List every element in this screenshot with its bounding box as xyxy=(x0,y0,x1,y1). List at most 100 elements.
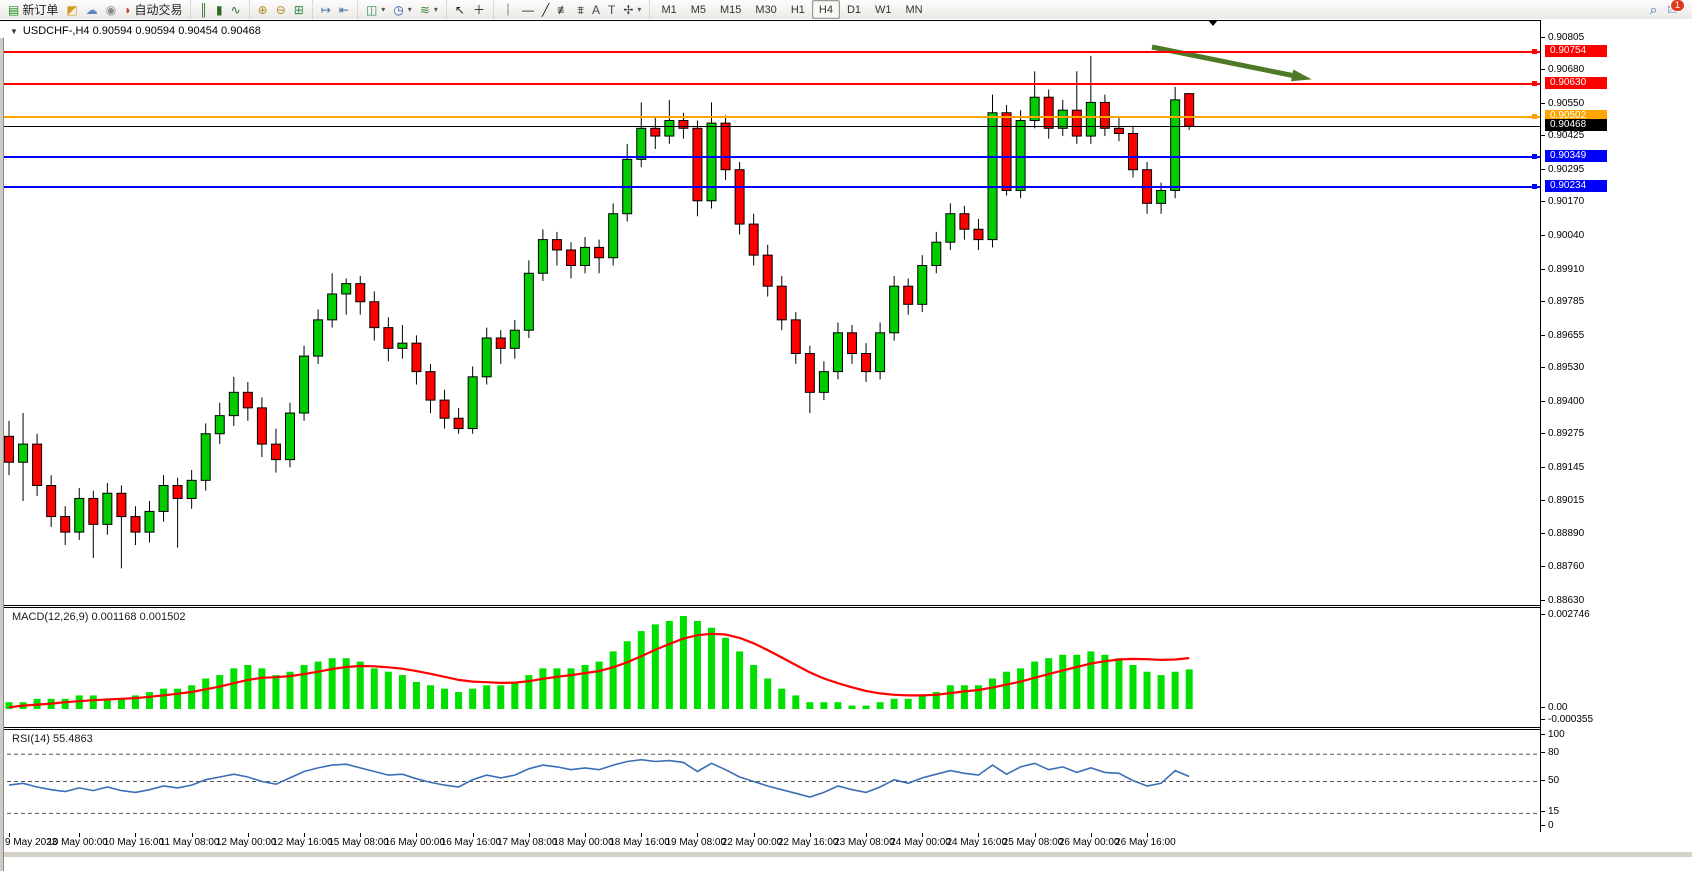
time-axis-label: 24 May 00:00 xyxy=(890,837,951,848)
line-drag-handle[interactable] xyxy=(1532,49,1537,54)
channel-button[interactable]: ⩨ xyxy=(573,1,588,18)
broadcast-button[interactable]: ◉ xyxy=(102,1,120,18)
period-button-m1[interactable]: M1 xyxy=(661,3,677,16)
line-drag-handle[interactable] xyxy=(1532,81,1537,86)
macd-axis-tick: 0.002746 xyxy=(1541,609,1692,620)
rsi-axis-tick: 0 xyxy=(1541,820,1692,831)
macd-pane[interactable]: MACD(12,26,9) 0.001168 0.001502 xyxy=(0,607,1540,728)
level-line-bar xyxy=(0,186,1540,188)
autotrading-button-label: 自动交易 xyxy=(134,3,183,17)
zoom-out-button[interactable]: ⊖ xyxy=(272,1,290,18)
price-axis-tick: 0.89530 xyxy=(1541,362,1692,373)
line-drag-handle[interactable] xyxy=(1532,114,1537,119)
price-axis-tick: 0.90805 xyxy=(1541,32,1692,43)
time-axis-label: 16 May 00:00 xyxy=(384,837,446,848)
tile-windows-icon: ⊞ xyxy=(293,2,304,17)
price-axis-tick: 0.90295 xyxy=(1541,164,1692,175)
candlestick-chart-button[interactable]: ▮ xyxy=(212,1,227,18)
time-axis-label: 17 May 08:00 xyxy=(496,837,558,848)
toolbar-group: ║ ▮ ∿ xyxy=(190,0,248,19)
cursor-button[interactable]: ↖ xyxy=(451,1,469,18)
time-axis-tick xyxy=(922,833,924,837)
macd-axis-tick: -0.000355 xyxy=(1541,714,1692,725)
time-axis-label: 15 May 08:00 xyxy=(328,837,389,848)
new-order-button[interactable]: ▤ 新订单 xyxy=(4,1,62,18)
rsi-plot[interactable] xyxy=(0,730,1540,833)
rsi-pane[interactable]: RSI(14) 55.4863 xyxy=(0,729,1540,834)
line-chart-button[interactable]: ∿ xyxy=(227,1,245,18)
trendline-button[interactable]: ╱ xyxy=(538,1,553,18)
toolbar-group: ◫ ▾ ◷ ▾ ≋ ▾ xyxy=(356,0,446,19)
horizontal-line-button[interactable]: — xyxy=(518,1,538,18)
search-icon: ⌕ xyxy=(1649,1,1658,17)
chart-window: ▼ USDCHF-,H4 0.90594 0.90594 0.90454 0.9… xyxy=(0,19,1692,871)
macd-plot[interactable] xyxy=(0,608,1540,727)
period-button-h4[interactable]: H4 xyxy=(811,0,840,19)
time-axis-tick xyxy=(416,833,418,837)
rsi-axis-tick: 80 xyxy=(1541,747,1692,758)
zoom-in-button[interactable]: ⊕ xyxy=(254,1,272,18)
bar-chart-button[interactable]: ║ xyxy=(195,1,212,18)
search-icon[interactable]: ⌕ xyxy=(1650,3,1657,17)
fibonacci-button[interactable]: ≢ xyxy=(553,1,573,18)
chat-icon[interactable]: ✉1 xyxy=(1667,0,1685,17)
toolbar: ▤ 新订单 ◩ ☁ ◉ ◗ 自动交易 ║ ▮ ∿ ⊕ ⊖ ⊞ ↦ ⇤ ◫ ▾ ◷ ▾ ≋ ▾ ↖ ＋｜ — ╱ ≢ ⩨ A T ✢ ▾ M1 M… xyxy=(0,0,1692,20)
chevron-down-icon[interactable]: ▼ xyxy=(10,26,18,36)
time-axis-tick xyxy=(1090,833,1092,837)
line-drag-handle[interactable] xyxy=(1532,184,1537,189)
toolbar-group: ↖ ＋ xyxy=(445,0,493,19)
period-button-w1[interactable]: W1 xyxy=(875,3,892,16)
zoom-in-icon: ⊕ xyxy=(257,2,268,17)
level-line-bar xyxy=(0,116,1540,118)
price-axis-tick: 0.88630 xyxy=(1541,595,1692,606)
vertical-line-button[interactable]: ｜ xyxy=(498,1,518,18)
period-button-mn[interactable]: MN xyxy=(905,3,923,16)
profile-button[interactable]: ☁ xyxy=(82,1,102,18)
period-button-d1[interactable]: D1 xyxy=(846,3,861,16)
period-button-h1[interactable]: H1 xyxy=(790,3,805,16)
toolbar-group: ▤ 新订单 ◩ ☁ ◉ ◗ 自动交易 xyxy=(0,0,190,19)
time-axis-label: 10 May 16:00 xyxy=(103,837,165,848)
styler-button[interactable]: ◩ xyxy=(62,1,81,18)
arrows-button[interactable]: ✢ ▾ xyxy=(619,1,645,18)
price-axis-tick: 0.89655 xyxy=(1541,330,1692,341)
horizontal-line-icon: — xyxy=(521,2,534,17)
cursor-icon: ↖ xyxy=(454,2,465,17)
auto-scroll-button[interactable]: ↦ xyxy=(317,1,335,18)
price-axis[interactable]: 0.90805 0.90680 0.90550 0.90425 0.90295 0.901… xyxy=(1540,20,1692,832)
new-order-icon: ▤ xyxy=(8,2,20,17)
toolbar-group: ↦ ⇤ xyxy=(311,0,357,19)
toolbar-group: ⊕ ⊖ ⊞ xyxy=(248,0,312,19)
chart-shift-marker[interactable] xyxy=(1208,20,1218,26)
time-axis-tick xyxy=(135,833,137,837)
period-button-m5[interactable]: M5 xyxy=(690,3,706,16)
text-button[interactable]: A xyxy=(588,1,604,18)
chart-shift-button[interactable]: ⇤ xyxy=(335,1,353,18)
time-axis-label: 12 May 00:00 xyxy=(215,837,277,848)
chart-title: ▼ USDCHF-,H4 0.90594 0.90594 0.90454 0.9… xyxy=(10,25,261,37)
crosshair-button[interactable]: ＋ xyxy=(469,1,489,18)
time-axis-label: 26 May 16:00 xyxy=(1115,837,1176,848)
time-axis-tick xyxy=(472,833,474,837)
rsi-axis-tick: 15 xyxy=(1541,806,1692,817)
text-label-button[interactable]: T xyxy=(604,1,619,18)
price-axis-tick: 0.90680 xyxy=(1541,64,1692,75)
tile-windows-button[interactable]: ⊞ xyxy=(290,1,308,18)
time-axis[interactable]: 9 May 2023 10 May 00:00 10 May 16:00 11 May… xyxy=(0,833,1692,852)
macd-label: MACD(12,26,9) 0.001168 0.001502 xyxy=(12,611,186,623)
period-button-m15[interactable]: M15 xyxy=(720,3,742,16)
line-chart-icon: ∿ xyxy=(230,2,241,17)
autotrading-button[interactable]: ◗ 自动交易 xyxy=(120,1,186,18)
indicators-button[interactable]: ≋ ▾ xyxy=(416,1,442,18)
main-chart-pane[interactable]: ▼ USDCHF-,H4 0.90594 0.90594 0.90454 0.9… xyxy=(0,20,1540,606)
zoom-out-icon: ⊖ xyxy=(275,2,286,17)
styler-icon: ◩ xyxy=(66,2,78,17)
level-line-bar xyxy=(0,156,1540,158)
timeframes-button[interactable]: ◷ ▾ xyxy=(389,1,416,18)
new-chart-button[interactable]: ◫ ▾ xyxy=(362,1,389,18)
candlestick-plot[interactable] xyxy=(0,21,1540,605)
period-button-m30[interactable]: M30 xyxy=(755,3,777,16)
line-drag-handle[interactable] xyxy=(1532,154,1537,159)
auto-scroll-icon: ↦ xyxy=(320,2,331,17)
arrows-icon: ✢ xyxy=(623,2,634,17)
